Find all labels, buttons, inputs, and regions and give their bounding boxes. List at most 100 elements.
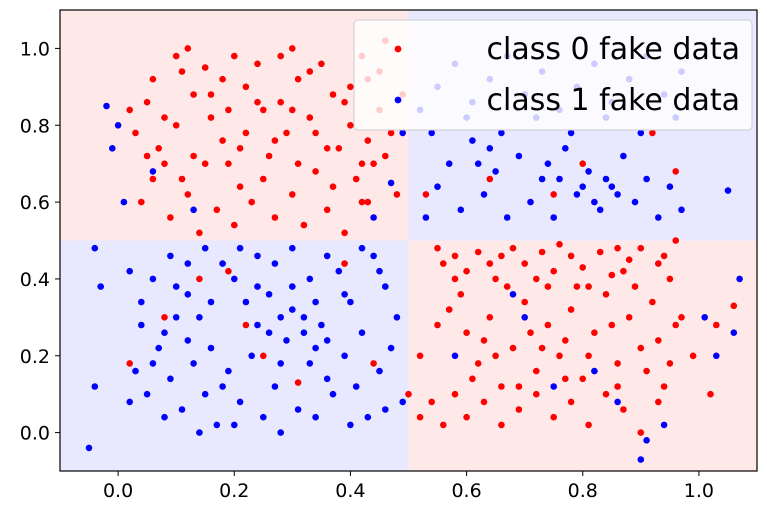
point-class-0 [614, 360, 621, 367]
point-class-0 [201, 160, 209, 167]
point-class-0 [155, 145, 162, 152]
point-class-0 [236, 183, 244, 190]
point-class-0 [329, 183, 337, 190]
point-class-0 [341, 98, 348, 106]
point-class-0 [260, 106, 267, 114]
point-class-0 [428, 398, 436, 406]
point-class-0 [533, 367, 540, 375]
point-class-1 [591, 367, 598, 375]
point-class-1 [190, 206, 197, 214]
legend-label-class-1: class 1 fake data [487, 83, 740, 118]
point-class-0 [515, 406, 523, 413]
point-class-0 [596, 248, 604, 256]
point-class-0 [178, 68, 186, 75]
point-class-1 [370, 214, 377, 221]
point-class-0 [463, 329, 470, 337]
point-class-1 [724, 187, 732, 194]
point-class-0 [184, 45, 192, 52]
point-class-0 [289, 191, 296, 198]
point-class-1 [347, 298, 354, 306]
point-class-1 [248, 352, 255, 360]
point-class-0 [271, 214, 279, 221]
point-class-0 [248, 198, 255, 206]
point-class-1 [399, 129, 407, 137]
point-class-0 [161, 114, 168, 121]
point-class-1 [120, 198, 128, 206]
point-class-0 [201, 64, 209, 71]
point-class-1 [196, 314, 203, 321]
point-class-0 [196, 275, 203, 283]
point-class-1 [701, 314, 708, 321]
point-class-0 [161, 160, 168, 167]
point-class-1 [498, 129, 505, 137]
point-class-0 [172, 122, 180, 129]
point-class-1 [550, 383, 557, 390]
point-class-0 [260, 352, 267, 360]
point-class-1 [213, 421, 221, 429]
point-class-0 [474, 248, 482, 256]
point-class-0 [649, 129, 656, 137]
point-class-0 [655, 337, 662, 344]
point-class-0 [579, 160, 586, 167]
point-class-0 [434, 244, 441, 252]
point-class-1 [509, 291, 517, 298]
point-class-0 [533, 275, 540, 283]
point-class-1 [666, 183, 674, 190]
point-class-1 [260, 413, 267, 421]
point-class-1 [382, 283, 389, 290]
point-class-0 [492, 352, 499, 360]
point-class-0 [126, 106, 133, 114]
point-class-1 [538, 175, 546, 183]
point-class-1 [294, 406, 302, 413]
point-class-1 [265, 291, 273, 298]
point-class-0 [492, 275, 499, 283]
point-class-1 [382, 406, 389, 413]
point-class-0 [225, 106, 232, 114]
point-class-0 [550, 191, 557, 198]
legend-label-class-0: class 0 fake data [487, 32, 740, 67]
point-class-0 [637, 344, 645, 352]
point-class-0 [556, 241, 563, 248]
point-class-1 [126, 267, 133, 275]
point-class-0 [289, 106, 296, 114]
point-class-0 [527, 329, 534, 337]
point-class-0 [608, 271, 616, 279]
point-class-0 [149, 75, 157, 83]
point-class-0 [289, 45, 296, 52]
point-class-0 [567, 306, 575, 313]
point-class-1 [376, 367, 383, 375]
point-class-0 [544, 283, 552, 290]
point-class-1 [91, 383, 99, 390]
point-class-0 [416, 352, 424, 360]
background-region-3 [408, 240, 757, 471]
point-class-0 [614, 244, 621, 252]
x-tick-label: 0.6 [451, 480, 481, 502]
point-class-1 [277, 314, 285, 321]
point-class-1 [254, 252, 261, 260]
point-class-0 [567, 252, 575, 260]
point-class-1 [172, 283, 180, 290]
point-class-0 [190, 152, 197, 160]
point-class-1 [126, 398, 133, 406]
point-class-0 [451, 275, 459, 283]
point-class-1 [503, 214, 511, 221]
point-class-0 [265, 152, 273, 160]
point-class-1 [469, 137, 476, 144]
points [85, 37, 743, 463]
point-class-0 [364, 198, 372, 206]
point-class-1 [608, 183, 616, 190]
point-class-0 [579, 375, 586, 383]
point-class-0 [312, 168, 319, 175]
point-class-1 [312, 298, 319, 306]
point-class-0 [370, 160, 377, 167]
point-class-0 [306, 114, 314, 121]
legend: class 0 fake data class 1 fake data [353, 19, 753, 131]
point-class-0 [614, 383, 621, 390]
point-class-1 [579, 183, 586, 190]
point-class-1 [277, 429, 285, 436]
point-class-0 [283, 129, 290, 137]
point-class-1 [335, 267, 343, 275]
point-class-1 [556, 175, 563, 183]
x-axis-ticks: 0.0 0.2 0.4 0.6 0.8 1.0 [103, 471, 714, 502]
point-class-0 [689, 352, 697, 360]
